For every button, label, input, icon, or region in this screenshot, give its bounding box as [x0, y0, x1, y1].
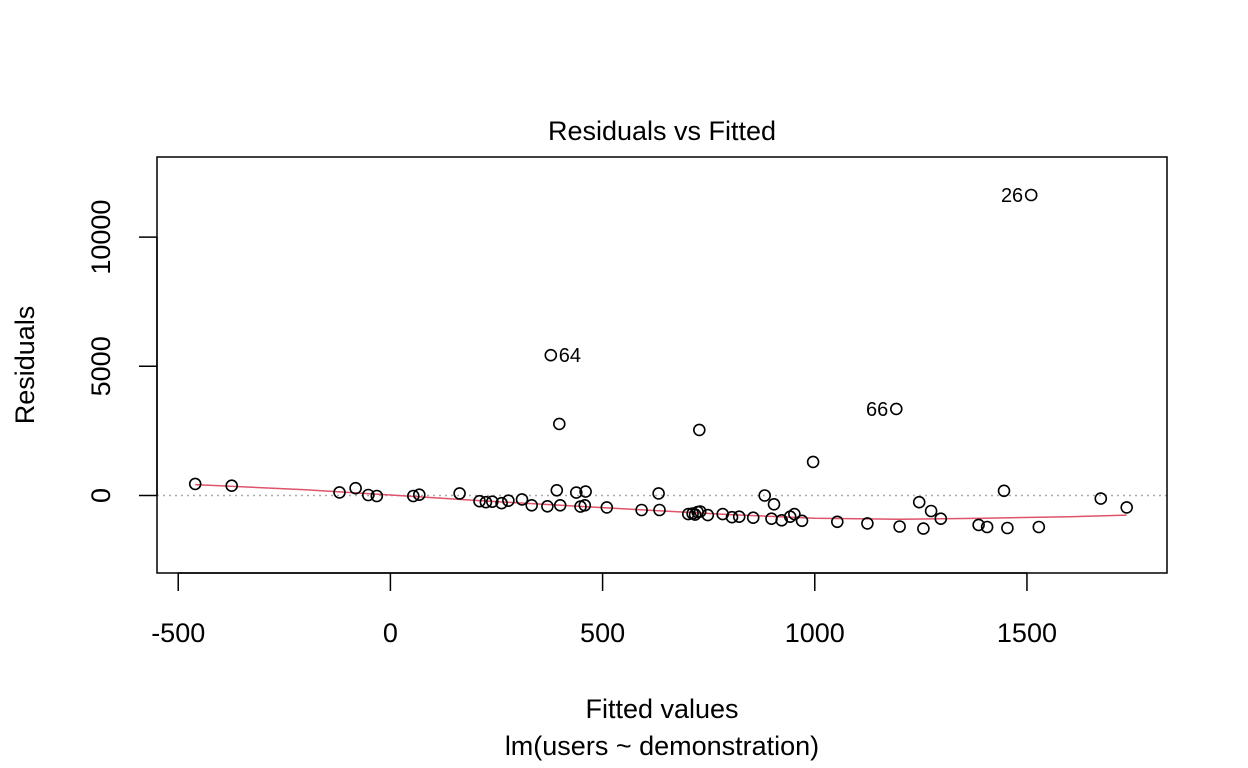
- data-point: [412, 488, 426, 502]
- data-point: [972, 518, 985, 532]
- data-point: [693, 505, 707, 518]
- data-point: [515, 493, 529, 506]
- data-point: [553, 498, 567, 512]
- data-point: [578, 498, 592, 512]
- data-point: [1001, 521, 1014, 535]
- data-point: [569, 486, 583, 499]
- chart-title: Residuals vs Fitted: [548, 116, 776, 146]
- data-point: [635, 503, 648, 517]
- data-point: [788, 507, 801, 521]
- data-point: [889, 402, 903, 416]
- data-point: [1094, 492, 1108, 505]
- data-point: [758, 489, 772, 502]
- data-point: [1024, 188, 1038, 202]
- data-point: [701, 508, 715, 522]
- data-point: [795, 514, 809, 528]
- data-point: [980, 520, 994, 534]
- x-tick-label: 1500: [997, 618, 1057, 648]
- data-point: [370, 489, 384, 503]
- data-point: [806, 455, 820, 469]
- x-axis-label: Fitted values: [585, 694, 738, 724]
- data-point: [495, 496, 508, 510]
- y-tick-label: 0: [86, 488, 116, 503]
- data-point: [934, 512, 948, 526]
- y-axis-label: Residuals: [10, 306, 40, 425]
- x-tick-label: 0: [383, 618, 398, 648]
- data-point: [912, 495, 926, 509]
- data-point: [552, 417, 566, 431]
- data-point: [692, 423, 706, 437]
- data-point: [924, 504, 938, 518]
- data-point: [1032, 520, 1046, 534]
- data-point: [681, 507, 695, 521]
- data-point: [188, 477, 202, 491]
- y-axis: 0 5000 10000: [86, 200, 158, 503]
- data-point: [544, 348, 558, 362]
- y-tick-label: 5000: [86, 336, 116, 396]
- data-point: [225, 479, 238, 493]
- data-point: [453, 487, 466, 500]
- data-point: [830, 515, 844, 529]
- data-point: [406, 489, 420, 503]
- data-point: [1120, 501, 1133, 514]
- data-point: [997, 484, 1011, 498]
- data-point: [485, 495, 499, 509]
- chart-subtitle: lm(users ~ demonstration): [505, 731, 819, 761]
- data-point: [550, 483, 564, 497]
- data-point: [541, 499, 554, 513]
- x-axis: -500 0 500 1000 1500: [151, 572, 1057, 648]
- data-point: [653, 503, 666, 517]
- data-point: [861, 517, 874, 530]
- data-point: [893, 520, 906, 533]
- x-tick-label: -500: [151, 618, 205, 648]
- data-point: [361, 488, 375, 502]
- data-point: [579, 485, 592, 498]
- point-label: 26: [1001, 185, 1023, 207]
- y-tick-label: 10000: [86, 200, 116, 275]
- data-point: [732, 510, 746, 524]
- data-point: [917, 522, 930, 535]
- data-point: [349, 481, 362, 495]
- data-point: [767, 497, 781, 511]
- x-tick-label: 500: [580, 618, 625, 648]
- data-point: [502, 494, 515, 508]
- data-point: [746, 511, 760, 525]
- data-point: [525, 498, 539, 512]
- x-tick-label: 1000: [785, 618, 845, 648]
- point-label: 64: [559, 345, 581, 367]
- point-labels-layer: 64 66 26: [559, 185, 1023, 421]
- data-point: [725, 510, 739, 524]
- data-point: [600, 501, 614, 514]
- data-point: [652, 487, 665, 500]
- data-point: [775, 513, 789, 527]
- data-point: [479, 495, 493, 509]
- points-layer: [188, 188, 1133, 535]
- data-point: [333, 486, 346, 499]
- point-label: 66: [866, 399, 888, 421]
- data-point: [473, 494, 486, 508]
